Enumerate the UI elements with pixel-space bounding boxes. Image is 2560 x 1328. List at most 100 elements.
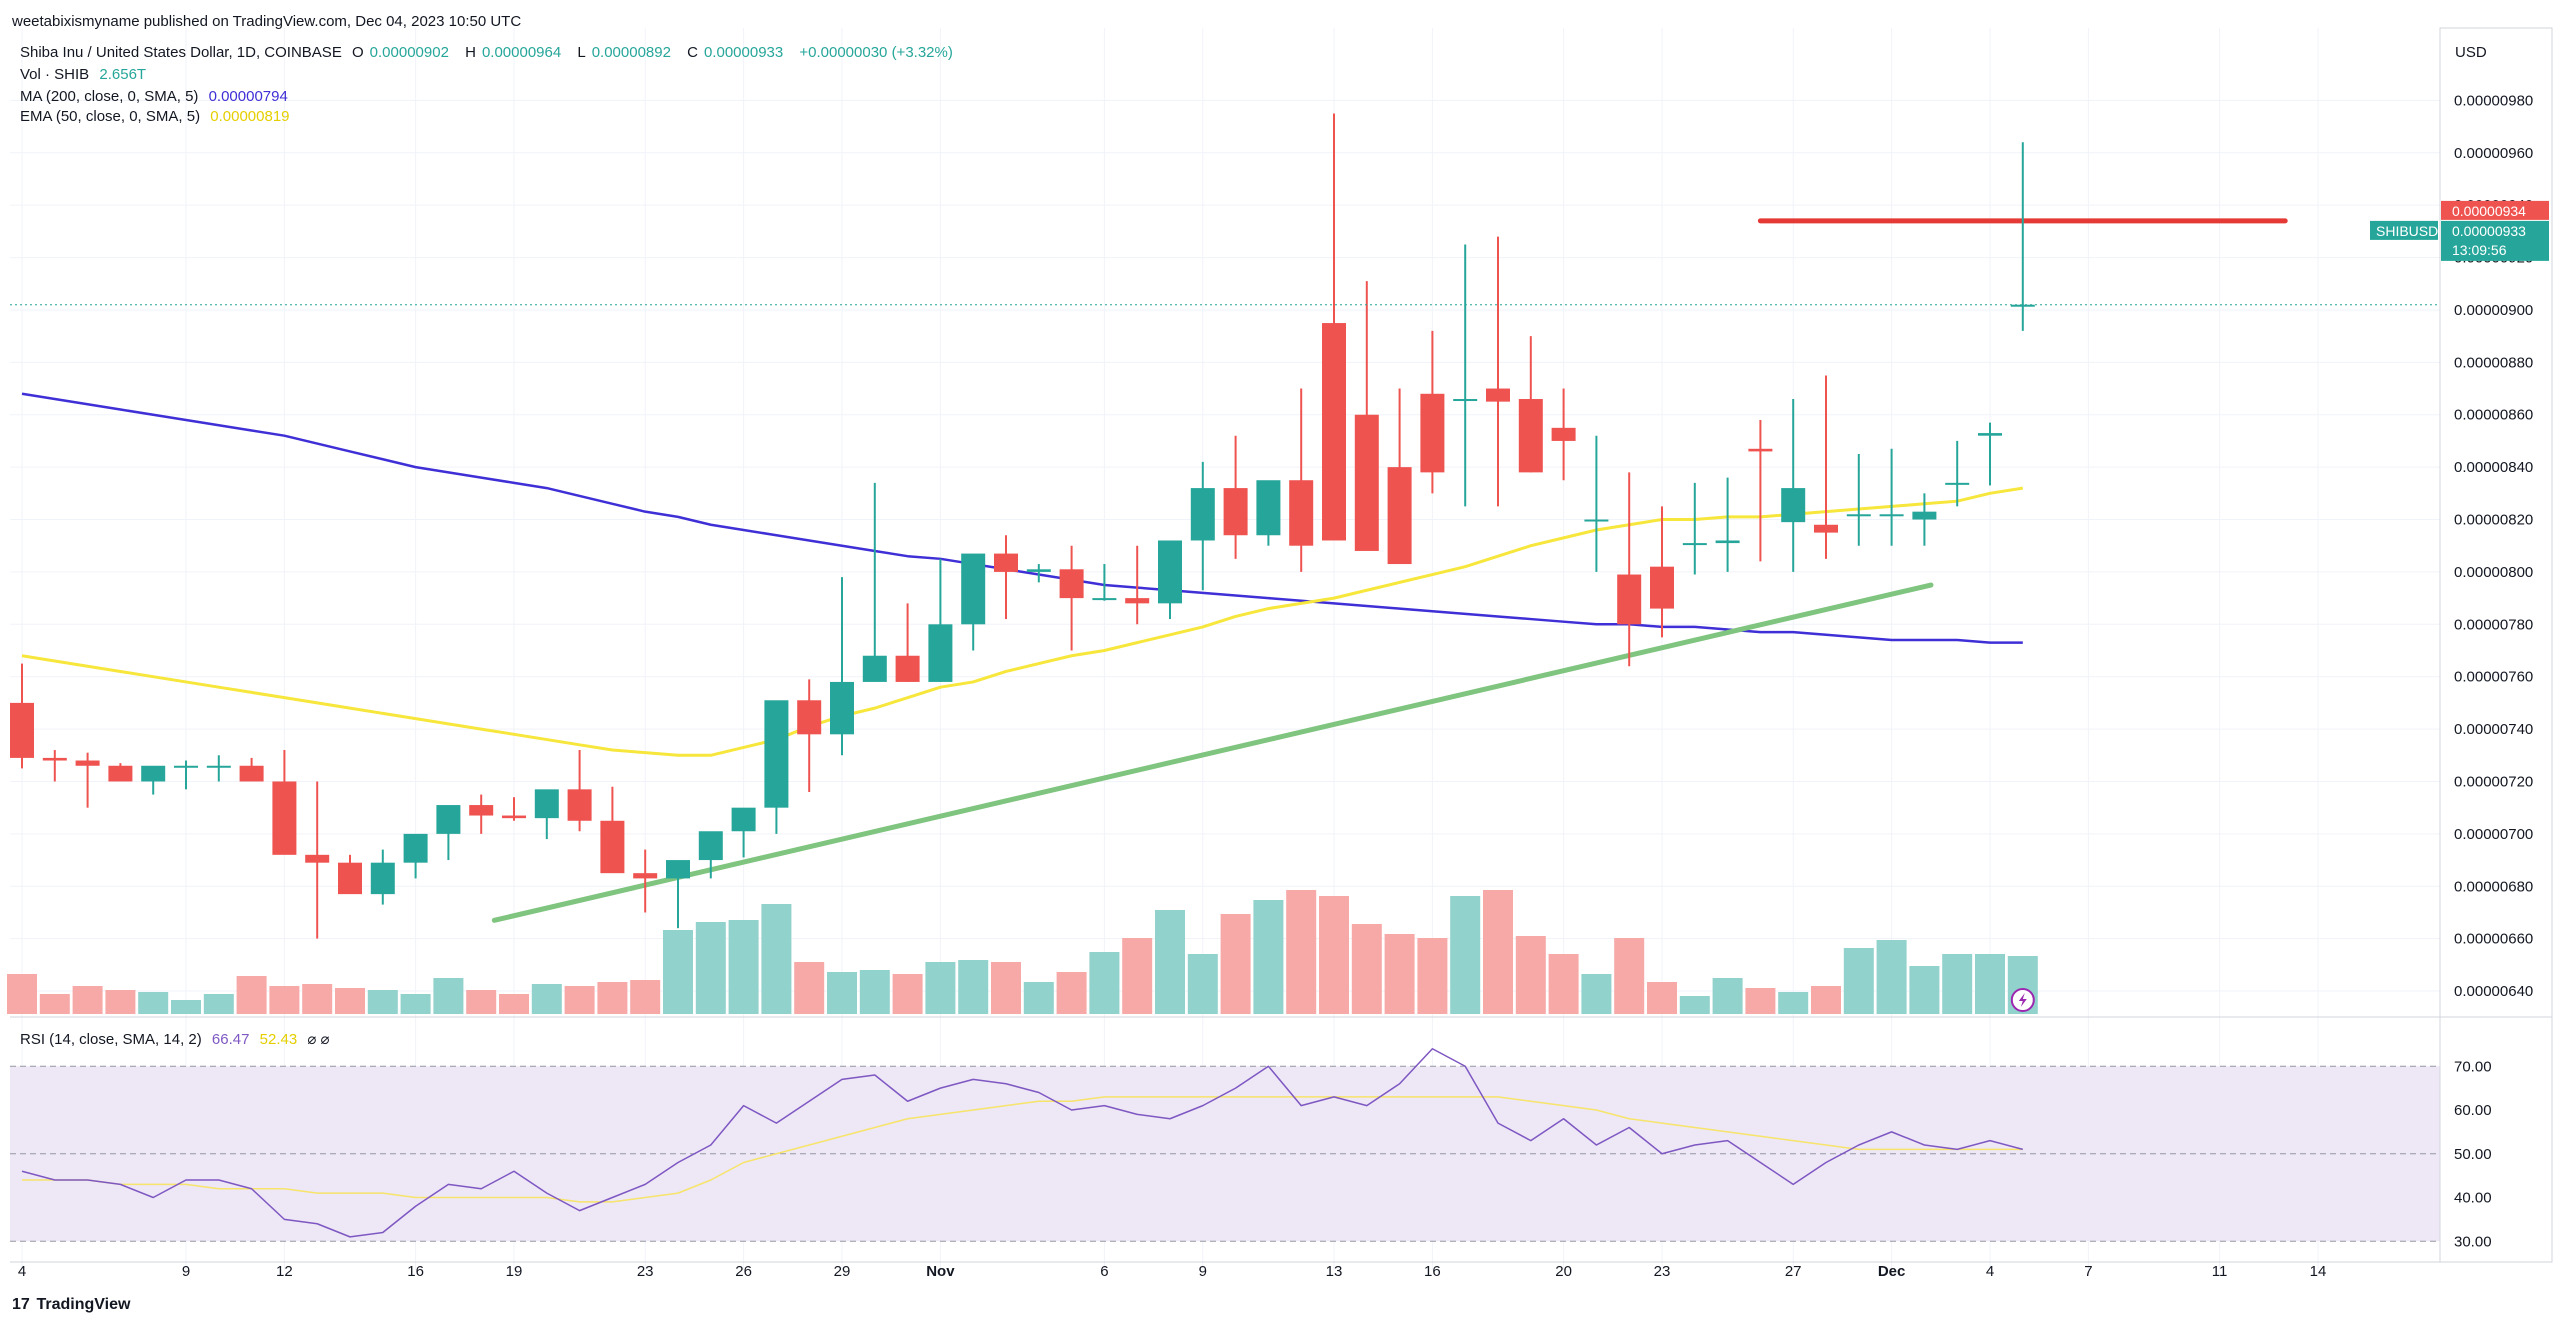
candle-down <box>1551 427 1576 441</box>
candle-down <box>1223 488 1248 536</box>
candle-up <box>698 831 723 861</box>
volume-bar <box>1089 952 1120 1014</box>
volume-label: Vol · SHIB <box>20 66 90 83</box>
candle-up <box>1945 482 1970 485</box>
candle-down <box>305 854 330 863</box>
candle-down <box>1617 574 1642 625</box>
price-tick-label: 0.00000900 <box>2454 302 2533 319</box>
time-tick-label: 9 <box>1199 1263 1207 1280</box>
volume-bar <box>1811 986 1841 1014</box>
volume-bar <box>1351 924 1382 1014</box>
volume-bar <box>1843 948 1874 1014</box>
rsi-hidden-icon[interactable]: ⌀ ⌀ <box>307 1031 330 1048</box>
rsi-tick-label: 70.00 <box>2454 1058 2492 1075</box>
publish-byline: weetabixismyname published on TradingVie… <box>12 13 522 30</box>
time-tick-label: 16 <box>1424 1263 1441 1280</box>
volume-bar <box>1942 954 1973 1014</box>
candle-up <box>1453 399 1478 402</box>
currency-label: USD <box>2455 44 2487 61</box>
tradingview-brand: TradingView <box>36 1296 131 1313</box>
change-value: +0.00000030 (+3.32%) <box>799 44 953 61</box>
volume-bar <box>1614 938 1645 1014</box>
volume-bar <box>564 986 595 1014</box>
volume-bar <box>695 922 726 1014</box>
volume-bar <box>1286 890 1317 1014</box>
resistance-price-label: 0.00000934 <box>2452 203 2526 219</box>
candle-up <box>1584 519 1609 522</box>
volume-bar <box>1384 934 1415 1014</box>
candle-up <box>1092 598 1117 601</box>
volume-bar <box>1253 900 1284 1014</box>
candle-down <box>1650 566 1674 609</box>
candle-up <box>1256 480 1281 536</box>
candle-down <box>994 553 1018 572</box>
volume-bar <box>1647 982 1677 1014</box>
price-tick-label: 0.00000960 <box>2454 145 2533 162</box>
time-tick-label: 11 <box>2212 1263 2228 1280</box>
volume-bar <box>991 962 1021 1014</box>
price-axis-frame <box>2439 27 2553 1263</box>
volume-bar <box>236 976 267 1014</box>
price-tick-label: 0.00000640 <box>2454 983 2533 1000</box>
candle-up <box>436 805 461 834</box>
time-tick-label: Nov <box>926 1263 955 1280</box>
candle-down <box>1518 399 1543 473</box>
candle-up <box>403 833 428 863</box>
candle-down <box>75 760 100 766</box>
trendlines[interactable] <box>491 218 2288 923</box>
time-tick-label: 29 <box>834 1263 851 1280</box>
volume-bar <box>335 988 365 1014</box>
rsi-tick-label: 30.00 <box>2454 1233 2492 1250</box>
volume-bar <box>499 994 529 1014</box>
ema50-line <box>21 486 2024 757</box>
rsi-ma-value: 52.43 <box>259 1031 298 1048</box>
candle-up <box>1846 514 1871 517</box>
time-tick-label: Dec <box>1878 1263 1906 1280</box>
ma200-line <box>21 392 2023 644</box>
volume-bar <box>433 978 464 1014</box>
candle-down <box>42 757 67 761</box>
candle-down <box>600 820 625 874</box>
volume-bar <box>925 962 956 1014</box>
price-tick-label: 0.00000720 <box>2454 773 2533 790</box>
time-tick-label: 4 <box>1986 1263 1994 1280</box>
volume-bars <box>7 890 2038 1014</box>
price-tick-label: 0.00000980 <box>2454 92 2533 109</box>
candle-down <box>502 815 526 819</box>
candle-up <box>1781 488 1806 523</box>
volume-bar <box>7 974 37 1014</box>
rsi-line <box>21 1048 2023 1238</box>
volume-bar <box>269 986 300 1014</box>
tradingview-logo[interactable]: 17 TradingView <box>12 1296 130 1314</box>
volume-bar <box>466 990 497 1014</box>
rsi-value: 66.47 <box>211 1031 250 1048</box>
ema-value: 0.00000819 <box>210 108 290 125</box>
ema-legend: EMA (50, close, 0, SMA, 5) 0.00000819 <box>20 108 296 125</box>
time-tick-label: 12 <box>276 1263 293 1280</box>
price-tick-label: 0.00000740 <box>2454 721 2533 738</box>
time-tick-label: 14 <box>2310 1263 2327 1280</box>
candle-up <box>928 624 953 682</box>
axes[interactable]: 0.000009800.000009600.000009400.00000920… <box>10 27 2553 1280</box>
time-tick-label: 9 <box>182 1263 190 1280</box>
volume-bar <box>1548 954 1579 1014</box>
candle-up <box>1158 540 1182 604</box>
volume-bar <box>302 984 333 1014</box>
volume-bar <box>1778 992 1809 1014</box>
price-tick-label: 0.00000700 <box>2454 826 2533 843</box>
rsi-legend: RSI (14, close, SMA, 14, 2) 66.47 52.43 … <box>20 1030 336 1048</box>
candle-down <box>272 781 297 855</box>
ma-label: MA (200, close, 0, SMA, 5) <box>20 88 199 105</box>
low-value: L 0.00000892 <box>577 44 671 61</box>
last-price-label: 0.00000933 <box>2452 223 2526 239</box>
time-tick-label: 6 <box>1100 1263 1108 1280</box>
symbol-tag-label: SHIBUSD <box>2376 223 2438 239</box>
candle-up <box>1026 569 1051 572</box>
support-trendline <box>491 582 1934 923</box>
volume-bar <box>39 994 70 1014</box>
candle-up <box>1978 433 2002 436</box>
candle-down <box>10 702 34 758</box>
rsi-tick-label: 40.00 <box>2454 1190 2492 1207</box>
candle-up <box>534 789 559 819</box>
